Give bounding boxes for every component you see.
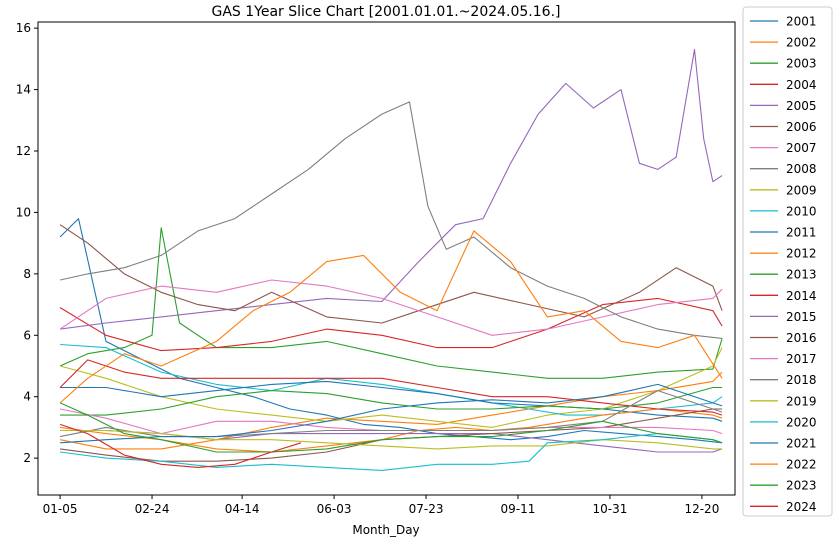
x-tick-label: 10-31 [593,502,628,516]
legend-label-2002: 2002 [786,36,817,50]
y-tick-label: 12 [16,144,31,158]
series-line-2019 [60,429,723,450]
legend-label-2015: 2015 [786,310,817,324]
legend-label-2008: 2008 [786,162,817,176]
y-tick-label: 2 [23,451,31,465]
series-line-2002 [59,371,723,450]
x-tick-label: 06-03 [317,502,352,516]
series-line-2011 [60,380,723,422]
plot-frame [37,21,736,496]
x-tick-label: 07-23 [409,502,444,516]
series-line-2023 [59,402,723,453]
legend-label-2009: 2009 [786,183,817,197]
series-line-2022 [59,230,723,404]
legend-label-2003: 2003 [786,57,817,71]
y-tick-label: 14 [16,83,31,97]
legend: 2001 2002 2003 2004 2005 2006 2007 2008 2009 2010… [742,6,833,517]
legend-label-2019: 2019 [786,394,817,408]
legend-label-2023: 2023 [786,479,817,493]
series-line-2024 [59,423,302,468]
legend-label-2001: 2001 [786,15,817,29]
series-line-2007 [59,279,723,336]
y-tick-label: 10 [16,205,31,219]
series-line-2008 [59,101,723,339]
series-line-2006 [59,224,723,324]
legend-label-2011: 2011 [786,226,817,240]
legend-label-2007: 2007 [786,141,817,155]
series-line-2018 [59,390,723,438]
legend-label-2016: 2016 [786,331,817,345]
series-line-2012 [60,408,723,453]
legend-label-2012: 2012 [786,247,817,261]
y-tick-label: 6 [23,328,31,342]
series-lines [59,49,723,471]
x-tick-label: 01-05 [43,502,78,516]
legend-label-2014: 2014 [786,289,817,303]
legend-label-2021: 2021 [786,437,817,451]
legend-label-2017: 2017 [786,352,817,366]
series-line-2003 [59,227,723,379]
legend-label-2020: 2020 [786,415,817,429]
y-tick-label: 16 [16,21,31,35]
chart-title: GAS 1Year Slice Chart [2001.01.01.~2024.… [212,4,561,20]
x-tick-label: 09-11 [501,502,536,516]
legend-label-2018: 2018 [786,373,817,387]
series-line-2014 [59,359,723,416]
legend-label-2013: 2013 [786,268,817,282]
legend-label-2022: 2022 [786,458,817,472]
series-line-2016 [60,408,723,462]
legend-frame [742,6,833,517]
series-line-2009 [59,347,723,428]
series-line-2021 [60,383,723,444]
legend-label-2024: 2024 [786,500,817,514]
series-line-2005 [60,49,723,330]
y-tick-label: 8 [23,267,31,281]
series-line-2001 [59,218,723,444]
x-axis: 01-05 02-24 04-14 06-03 07-23 09-11 10-31 12-20 [43,495,719,516]
legend-label-2005: 2005 [786,99,817,113]
y-tick-label: 4 [23,390,31,404]
x-tick-label: 04-14 [225,502,260,516]
x-tick-label: 02-24 [135,502,170,516]
x-axis-label: Month_Day [352,523,419,537]
y-axis: 2 4 6 8 10 12 14 16 [16,21,38,465]
legend-label-2006: 2006 [786,120,817,134]
series-line-2020 [60,433,723,471]
legend-label-2004: 2004 [786,78,817,92]
x-tick-label: 12-20 [684,502,719,516]
legend-label-2010: 2010 [786,204,817,218]
series-line-2004 [59,297,723,352]
